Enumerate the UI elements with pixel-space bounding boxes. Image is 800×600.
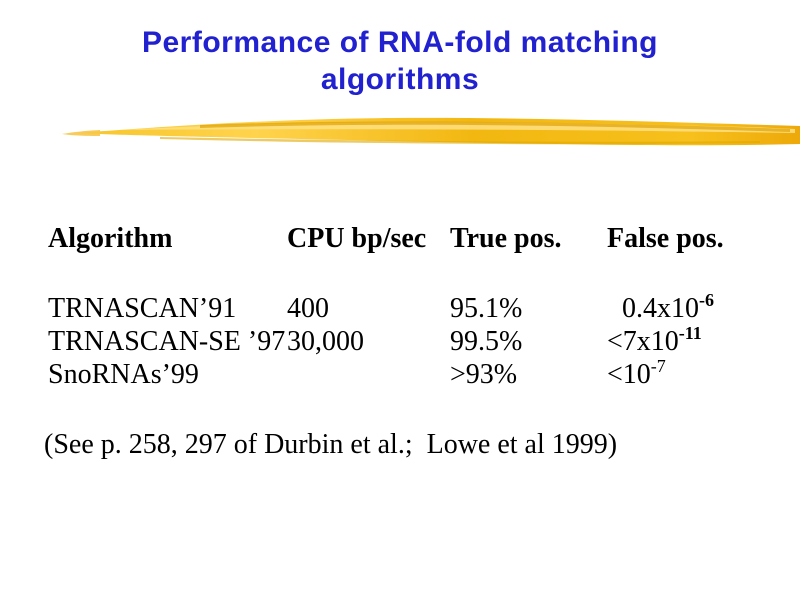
cell-true-pos: 95.1%: [450, 293, 523, 324]
exponent: -6: [699, 289, 714, 310]
brush-stroke-divider: [62, 117, 800, 146]
table-row: SnoRNAs’99 >93% <10-7: [0, 355, 800, 391]
cell-algorithm: TRNASCAN-SE ’97: [48, 326, 286, 357]
cell-true-pos: 99.5%: [450, 326, 523, 357]
slide-title-line2: algorithms: [320, 63, 480, 96]
cell-false-pos: 0.4x10-6: [622, 289, 714, 324]
header-true-pos: True pos.: [450, 223, 562, 254]
cell-cpu: 30,000: [287, 326, 364, 357]
table-row: TRNASCAN’91 400 95.1% 0.4x10-6: [0, 289, 800, 325]
cell-false-pos: <7x10-11: [607, 322, 702, 357]
header-false-pos: False pos.: [607, 223, 724, 254]
cell-algorithm: SnoRNAs’99: [48, 359, 199, 390]
cell-false-pos: <10-7: [607, 355, 666, 390]
header-algorithm: Algorithm: [48, 223, 173, 254]
exponent: -11: [678, 322, 702, 343]
table-header-row: Algorithm CPU bp/sec True pos. False pos…: [0, 222, 800, 255]
table-row: TRNASCAN-SE ’97 30,000 99.5% <7x10-11: [0, 322, 800, 358]
header-cpu: CPU bp/sec: [287, 223, 427, 254]
slide-title-line1: Performance of RNA-fold matching: [141, 26, 659, 59]
cell-algorithm: TRNASCAN’91: [48, 293, 237, 324]
citation-text: (See p. 258, 297 of Durbin et al.; Lowe …: [44, 429, 618, 460]
cell-true-pos: >93%: [450, 359, 518, 390]
cell-cpu: 400: [287, 293, 329, 324]
exponent: -7: [650, 355, 666, 376]
slide-title: Performance of RNA-fold matching algorit…: [0, 24, 800, 98]
